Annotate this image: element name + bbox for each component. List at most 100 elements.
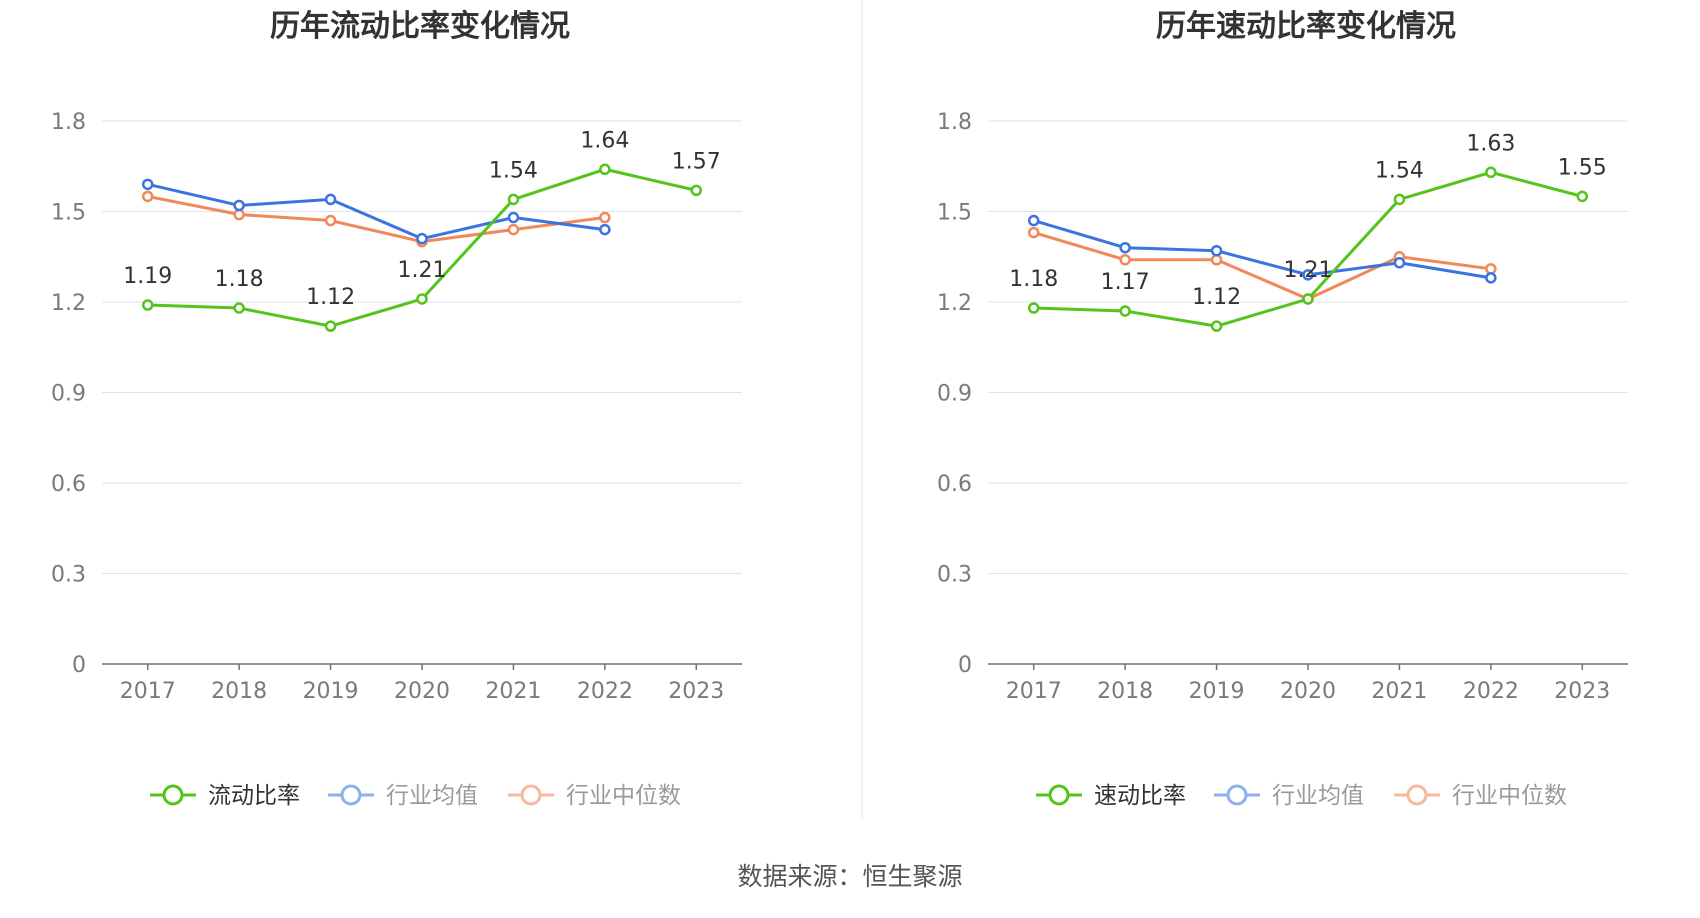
source-note: 数据来源：恒生聚源 (737, 862, 962, 891)
x-tick-label: 2019 (303, 679, 359, 704)
legend-marker (1406, 784, 1428, 806)
data-point (1576, 190, 1589, 203)
chart-title: 历年速动比率变化情况 (1156, 9, 1456, 44)
x-tick-label: 2021 (485, 679, 541, 704)
y-tick-label: 0.6 (51, 472, 86, 497)
data-point (599, 163, 611, 176)
data-point (233, 208, 245, 221)
data-point (507, 193, 520, 206)
x-tick-label: 2020 (394, 679, 450, 704)
data-label: 1.19 (123, 264, 172, 289)
legend-item-1: 流动比率 (150, 783, 300, 809)
data-point (1119, 241, 1131, 254)
x-tick-label: 2023 (668, 679, 724, 704)
y-tick-label: 0.9 (937, 382, 972, 407)
chart-2: 历年速动比率变化情况 0 0.3 0.6 0.9 1.2 1.5 1.8 2017 2018 201… (937, 9, 1628, 809)
y-tick-label: 1.2 (937, 291, 972, 316)
data-point (416, 293, 428, 305)
x-tick-label: 2017 (1006, 679, 1062, 704)
x-tick-label: 2018 (1097, 679, 1153, 704)
data-label: 1.12 (1192, 285, 1241, 310)
data-point (1119, 254, 1131, 266)
x-tick-label: 2021 (1371, 679, 1427, 704)
data-point (324, 193, 337, 206)
data-point (1119, 305, 1131, 317)
data-point (1027, 226, 1040, 239)
data-point (1027, 214, 1040, 227)
data-point (1210, 244, 1223, 257)
data-point (599, 211, 611, 224)
data-label: 1.21 (398, 258, 447, 283)
data-label: 1.54 (489, 158, 538, 183)
x-tick-label: 2019 (1189, 679, 1245, 704)
data-point (141, 299, 154, 311)
data-point (1393, 193, 1406, 206)
data-label: 1.18 (1009, 267, 1058, 292)
y-tick-label: 1.5 (51, 201, 86, 226)
x-tick-label: 2023 (1554, 679, 1610, 704)
data-label: 1.57 (672, 149, 721, 174)
data-point (1302, 293, 1314, 305)
data-point (416, 232, 428, 245)
y-tick-label: 1.8 (937, 110, 972, 135)
data-point (1210, 254, 1223, 266)
y-tick-label: 0.6 (937, 472, 972, 497)
x-tick-label: 2022 (577, 679, 633, 704)
legend-item-2: 行业均值 (1214, 783, 1364, 809)
data-point (324, 320, 337, 332)
y-tick-label: 0 (72, 653, 86, 678)
data-point (1210, 320, 1223, 332)
legend-marker (162, 784, 184, 806)
data-label: 1.12 (306, 285, 355, 310)
data-label: 1.21 (1284, 258, 1333, 283)
data-point (324, 214, 337, 227)
legend-label: 速动比率 (1094, 783, 1186, 809)
data-point (233, 302, 245, 314)
x-tick-label: 2017 (120, 679, 176, 704)
data-label: 1.18 (215, 267, 264, 292)
series-line-2 (147, 182, 606, 241)
legend-item-1: 速动比率 (1036, 783, 1186, 809)
legend-item-3: 行业中位数 (508, 783, 681, 809)
y-tick-label: 1.8 (51, 110, 86, 135)
y-tick-label: 0 (958, 653, 972, 678)
legend-label: 行业均值 (386, 783, 478, 809)
legend-item-2: 行业均值 (328, 783, 478, 809)
data-point (233, 199, 245, 212)
data-label: 1.55 (1558, 155, 1607, 180)
data-label: 1.54 (1375, 158, 1424, 183)
data-point (507, 211, 520, 224)
data-point (1393, 257, 1406, 269)
y-tick-label: 1.5 (937, 201, 972, 226)
series-line-3 (1033, 231, 1492, 301)
data-point (141, 190, 154, 203)
chart-title: 历年流动比率变化情况 (270, 9, 570, 44)
x-tick-label: 2018 (211, 679, 267, 704)
series-line-3 (147, 194, 606, 244)
legend-label: 流动比率 (208, 783, 300, 809)
data-label: 1.64 (580, 128, 629, 153)
data-point (1027, 302, 1040, 314)
data-point (599, 223, 611, 236)
legend-label: 行业中位数 (1452, 783, 1567, 809)
data-point (507, 223, 520, 236)
chart-1: 历年流动比率变化情况 0 0.3 0.6 0.9 1.2 1.5 1.8 2017 2018 201… (51, 9, 742, 809)
data-point (1485, 272, 1497, 284)
data-point (690, 184, 703, 197)
data-point (1485, 166, 1497, 179)
legend-marker (520, 784, 542, 806)
legend-label: 行业均值 (1272, 783, 1364, 809)
legend-item-3: 行业中位数 (1394, 783, 1567, 809)
y-tick-label: 1.2 (51, 291, 86, 316)
series-line-2 (1033, 219, 1492, 280)
legend-marker (1048, 784, 1070, 806)
y-tick-label: 0.9 (51, 382, 86, 407)
data-label: 1.63 (1466, 131, 1515, 156)
data-label: 1.17 (1101, 270, 1150, 295)
y-tick-label: 0.3 (51, 563, 86, 588)
y-tick-label: 0.3 (937, 563, 972, 588)
data-point (1302, 269, 1314, 281)
x-tick-label: 2022 (1463, 679, 1519, 704)
legend-marker (340, 784, 362, 806)
